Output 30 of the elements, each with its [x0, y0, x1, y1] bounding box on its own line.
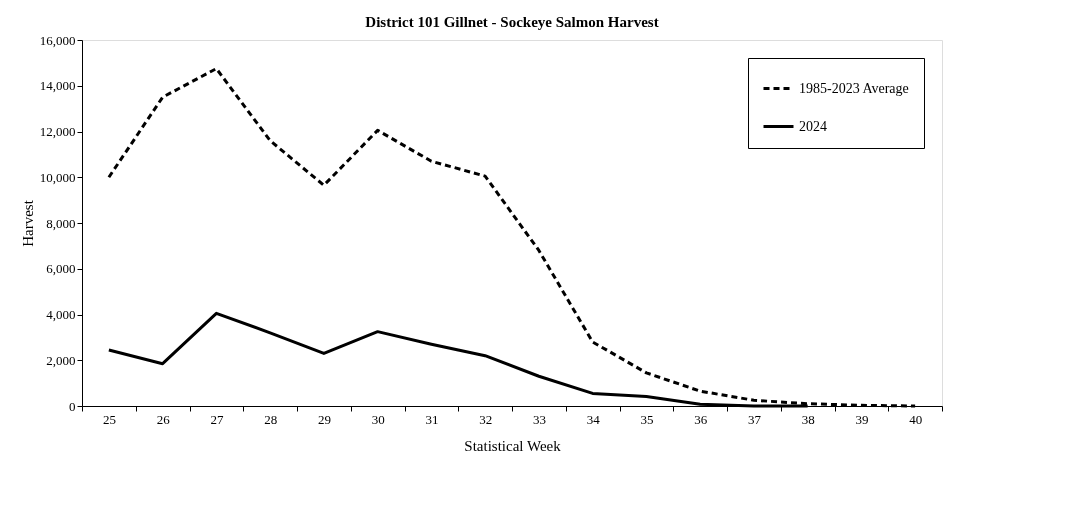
y-tick-label: 10,000 — [39, 169, 76, 185]
y-axis-title: Harvest — [19, 199, 36, 247]
x-tick-label: 30 — [371, 411, 385, 427]
y-tick-label: 16,000 — [39, 32, 76, 48]
x-tick-label: 38 — [801, 411, 815, 427]
x-tick-label: 35 — [640, 411, 654, 427]
x-tick-label: 31 — [425, 411, 439, 427]
x-tick-label: 36 — [694, 411, 708, 427]
x-tick-label: 39 — [855, 411, 869, 427]
y-tick-label: 0 — [69, 398, 76, 414]
legend-label: 2024 — [799, 118, 827, 134]
x-tick-label: 34 — [586, 411, 601, 427]
y-tick-label: 8,000 — [46, 215, 76, 231]
x-tick-label: 26 — [156, 411, 171, 427]
x-tick-label: 33 — [532, 411, 546, 427]
x-tick-label: 28 — [264, 411, 278, 427]
y-tick-label: 6,000 — [46, 261, 76, 277]
x-tick-label: 37 — [747, 411, 762, 427]
y-tick-label: 4,000 — [46, 307, 76, 322]
x-tick-label: 27 — [210, 411, 224, 427]
x-tick-label: 32 — [479, 411, 493, 427]
x-tick-label: 40 — [909, 411, 923, 427]
y-tick-label: 14,000 — [39, 78, 76, 94]
chart-title: District 101 Gillnet - Sockeye Salmon Harvest — [365, 14, 659, 30]
legend-label: 1985-2023 Average — [799, 80, 909, 96]
y-tick-label: 2,000 — [46, 352, 76, 368]
x-tick-label: 25 — [102, 411, 116, 427]
x-tick-label: 29 — [317, 411, 331, 427]
x-axis-title: Statistical Week — [464, 437, 562, 454]
y-tick-label: 12,000 — [39, 124, 76, 139]
